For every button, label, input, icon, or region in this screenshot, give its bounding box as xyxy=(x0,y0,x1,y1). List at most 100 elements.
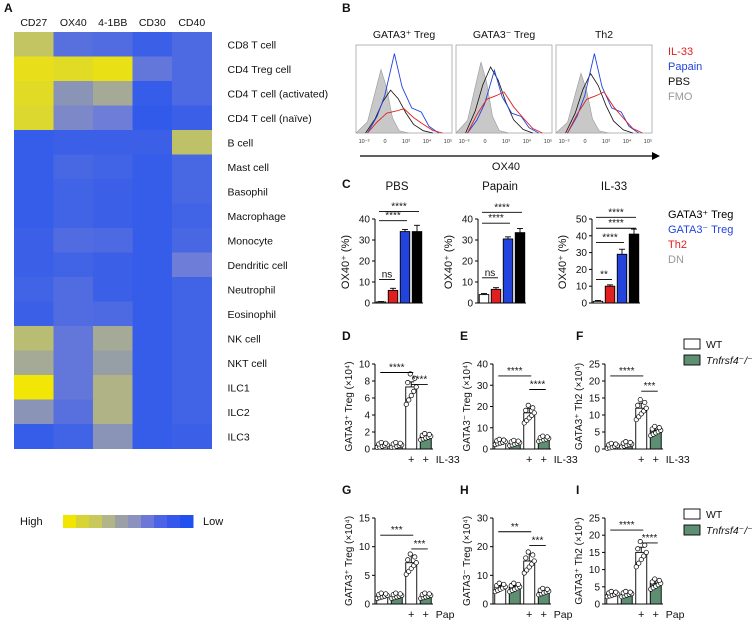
heatmap-cell xyxy=(53,32,94,57)
significance-label: **** xyxy=(391,201,407,212)
bar-chart-title: IL-33 xyxy=(601,181,627,193)
heatmap-cell xyxy=(93,32,133,57)
heatmap-row-label: ILC1 xyxy=(228,382,250,394)
data-point xyxy=(635,402,641,408)
ox40-axis-label: OX40 xyxy=(492,161,520,173)
heatmap-legend-swatch xyxy=(63,515,77,528)
data-point xyxy=(383,591,389,597)
heatmap-cell xyxy=(53,203,94,229)
heatmap-cell xyxy=(172,32,212,57)
data-point xyxy=(412,554,418,560)
data-point xyxy=(530,405,536,411)
heatmap-row-label: CD8 T cell xyxy=(228,39,277,51)
data-point xyxy=(422,431,428,437)
significance-label: ** xyxy=(511,522,519,533)
y-tick-label: 40 xyxy=(576,231,588,242)
heatmap-cell xyxy=(172,130,212,155)
data-point xyxy=(637,397,643,403)
heatmap-legend-swatch xyxy=(115,515,129,528)
heatmap-cell xyxy=(172,375,212,400)
histogram-title: GATA3⁺ Treg xyxy=(373,29,435,41)
treatment-label: IL-33 xyxy=(436,454,460,466)
y-tick-label: 30 xyxy=(359,236,371,247)
data-point xyxy=(393,590,399,596)
treatment-plus: + xyxy=(653,609,659,621)
data-point xyxy=(405,557,411,563)
heatmap-cell xyxy=(14,399,54,425)
data-point xyxy=(523,555,529,561)
histogram-il33-curve xyxy=(567,91,643,134)
histogram-tick-label: 10³ xyxy=(602,139,610,145)
y-tick-label: 40 xyxy=(477,360,489,371)
data-point xyxy=(656,577,662,584)
histogram-fmo-curve xyxy=(455,61,509,134)
heatmap-cell xyxy=(172,301,212,327)
panel-letter-g: G xyxy=(342,483,351,497)
data-point xyxy=(408,393,414,399)
data-point xyxy=(393,439,399,446)
significance-label: **** xyxy=(507,366,523,377)
heatmap-cell xyxy=(53,252,94,278)
y-tick-label: 4 xyxy=(364,411,370,422)
significance-label: **** xyxy=(385,211,401,222)
heatmap-cell xyxy=(172,399,212,425)
histogram-tick-label: 10⁴ xyxy=(623,138,632,145)
heatmap-row-label: NKT cell xyxy=(228,358,267,370)
heatmap-cell xyxy=(93,203,133,229)
heatmap-cell xyxy=(14,326,54,351)
y-tick-label: 20 xyxy=(589,377,601,388)
heatmap-legend-high: High xyxy=(20,516,43,528)
heatmap-cell xyxy=(53,228,94,253)
histogram-tick-label: 10⁵ xyxy=(644,138,652,145)
treatment-plus: + xyxy=(408,454,414,466)
histogram-tick-label: 10⁵ xyxy=(444,138,452,145)
data-point xyxy=(426,431,432,438)
heatmap-legend-low: Low xyxy=(203,516,223,528)
heatmap-cell xyxy=(132,252,173,278)
y-tick-label: 40 xyxy=(359,215,371,226)
y-tick-label: 30 xyxy=(576,248,588,259)
histogram-tick-label: 10⁴ xyxy=(523,138,532,145)
heatmap-cell xyxy=(132,375,173,400)
y-tick-label: 20 xyxy=(576,265,588,276)
data-point xyxy=(544,434,550,440)
heatmap-cell xyxy=(172,252,212,278)
y-tick-label: 10 xyxy=(589,565,601,576)
histogram-tick-label: 10⁻³ xyxy=(359,139,370,145)
y-axis-label: GATA3⁺ Th2 (×10⁴) xyxy=(574,517,585,604)
data-point xyxy=(496,580,502,586)
heatmap-cell xyxy=(132,81,173,106)
y-tick-label: 20 xyxy=(359,257,371,268)
y-tick-label: 5 xyxy=(594,428,600,439)
y-tick-label: 10 xyxy=(477,571,489,582)
y-tick-label: 10 xyxy=(359,542,371,553)
bar xyxy=(616,253,628,304)
heatmap-cell xyxy=(132,277,173,302)
heatmap-cell xyxy=(14,105,54,131)
legend-swatch xyxy=(683,354,701,366)
data-point xyxy=(641,553,647,559)
significance-label: **** xyxy=(619,366,635,377)
heatmap-cell xyxy=(132,203,173,229)
heatmap-column-label: CD30 xyxy=(139,17,166,29)
y-tick-label: 30 xyxy=(477,514,489,525)
data-point xyxy=(412,375,418,381)
panel-letter-i: I xyxy=(576,483,579,497)
heatmap-row-label: Basophil xyxy=(228,186,268,198)
legend-item: WT xyxy=(706,339,723,351)
heatmap-cell xyxy=(172,424,212,449)
heatmap-cell xyxy=(53,424,94,449)
y-tick-label: 0 xyxy=(364,445,370,456)
data-point xyxy=(531,410,537,416)
heatmap-cell xyxy=(172,179,212,204)
heatmap-cell xyxy=(172,326,212,351)
treatment-plus: + xyxy=(638,454,644,466)
treatment-plus: + xyxy=(423,454,429,466)
heatmap-row-label: ILC2 xyxy=(228,407,250,419)
treatment-plus: + xyxy=(653,454,659,466)
heatmap-cell xyxy=(172,154,212,180)
heatmap-row-label: Eosinophil xyxy=(228,309,276,321)
heatmap-cell xyxy=(132,32,173,57)
heatmap-cell xyxy=(132,130,173,155)
